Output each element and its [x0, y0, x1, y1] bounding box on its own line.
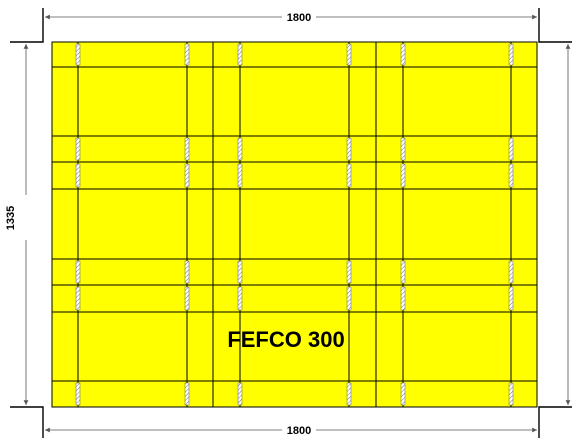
sheet-panel [52, 42, 537, 407]
glue-flap [238, 164, 242, 187]
glue-flap [185, 44, 189, 65]
glue-flap [76, 261, 80, 283]
glue-flap [238, 261, 242, 283]
glue-flap [347, 261, 351, 283]
top-width-label: 1800 [287, 12, 311, 24]
glue-flap [401, 44, 405, 65]
glue-flap [238, 287, 242, 310]
glue-flap [401, 261, 405, 283]
glue-flap [76, 44, 80, 65]
glue-flap [347, 287, 351, 310]
top-dimension: 1800 [45, 12, 537, 24]
glue-flap [347, 138, 351, 160]
glue-flap [347, 164, 351, 187]
glue-flap [509, 287, 513, 310]
bottom-dimension: 1800 [45, 425, 537, 437]
glue-flap [185, 164, 189, 187]
glue-flap [509, 261, 513, 283]
glue-flap [185, 287, 189, 310]
left-dimension: 1335 [5, 44, 26, 405]
product-label: FEFCO 300 [227, 327, 344, 352]
glue-flap [238, 383, 242, 405]
glue-flap [76, 164, 80, 187]
glue-flap [401, 383, 405, 405]
glue-flap [185, 138, 189, 160]
glue-flap [238, 138, 242, 160]
glue-flap [76, 383, 80, 405]
height-label: 1335 [5, 206, 17, 230]
glue-flap [509, 44, 513, 65]
glue-flap [401, 164, 405, 187]
glue-flap [76, 287, 80, 310]
glue-flap [347, 44, 351, 65]
glue-flap [509, 383, 513, 405]
glue-flap [347, 383, 351, 405]
glue-flap [238, 44, 242, 65]
glue-flap [185, 261, 189, 283]
glue-flap [401, 138, 405, 160]
glue-flap [509, 164, 513, 187]
bottom-width-label: 1800 [287, 425, 311, 437]
glue-flap [185, 383, 189, 405]
glue-flap [401, 287, 405, 310]
glue-flap [509, 138, 513, 160]
glue-flap [76, 138, 80, 160]
